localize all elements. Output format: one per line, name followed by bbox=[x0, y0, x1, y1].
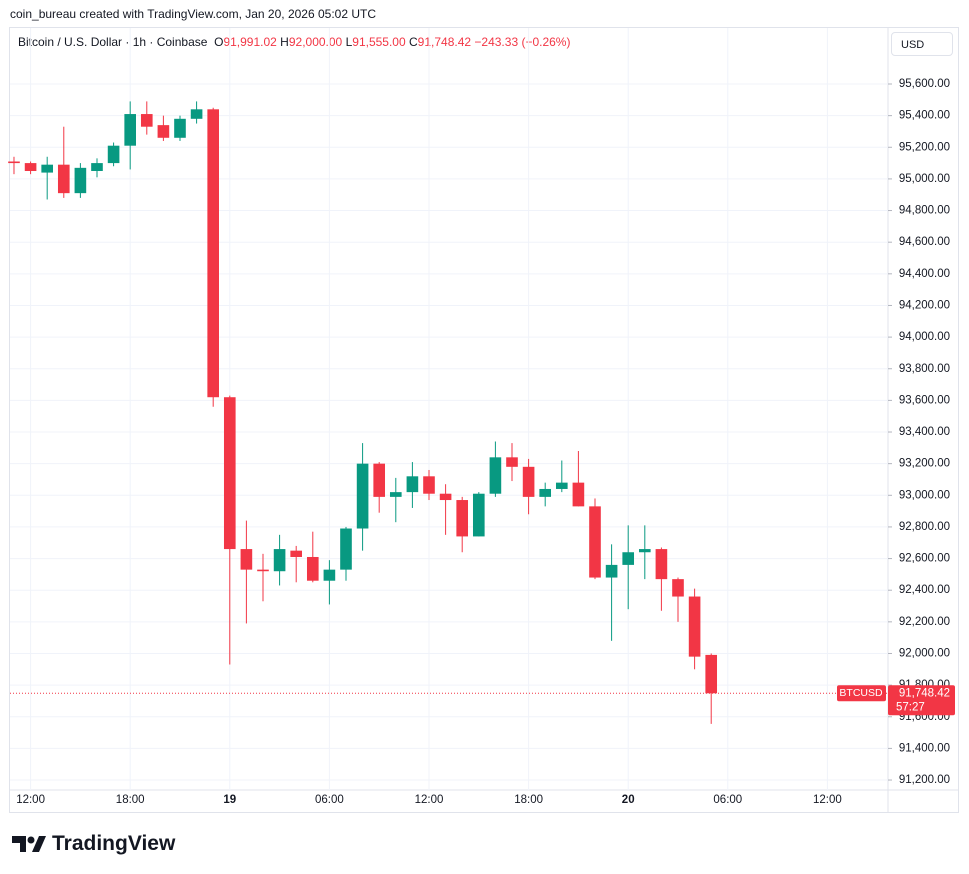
y-tick-label: 95,600.00 bbox=[899, 78, 950, 90]
x-tick-label: 20 bbox=[622, 794, 635, 806]
y-tick-label: 92,600.00 bbox=[899, 553, 950, 565]
currency-button[interactable]: USD bbox=[891, 32, 953, 56]
y-tick-label: 92,000.00 bbox=[899, 648, 950, 660]
candle-body bbox=[356, 463, 369, 529]
ticker-tag bbox=[837, 685, 886, 702]
x-tick-label: 12:00 bbox=[415, 794, 444, 806]
x-tick-label: 19 bbox=[223, 794, 236, 806]
candle-body bbox=[423, 476, 435, 494]
candle-body bbox=[8, 161, 20, 164]
y-tick-label: 95,400.00 bbox=[899, 110, 950, 122]
price-tag bbox=[888, 685, 955, 716]
c-label: C bbox=[409, 35, 418, 49]
y-tick-label: 94,800.00 bbox=[899, 205, 950, 217]
candle-body bbox=[605, 564, 618, 578]
candle-body bbox=[174, 118, 186, 138]
logo: TradingView bbox=[12, 832, 175, 856]
candle-body bbox=[389, 492, 402, 497]
candle-body bbox=[190, 109, 203, 119]
y-tick-label: 93,600.00 bbox=[899, 394, 950, 406]
candle-body bbox=[672, 579, 684, 597]
candle-body bbox=[522, 466, 535, 497]
y-tick-label: 94,200.00 bbox=[899, 299, 950, 311]
candle-body bbox=[124, 114, 136, 146]
x-tick-label: 12:00 bbox=[813, 794, 842, 806]
candle-body bbox=[705, 654, 718, 694]
c-value: 91,748.42 bbox=[417, 35, 472, 49]
candle-body bbox=[555, 482, 568, 489]
l-value: 91,555.00 bbox=[352, 35, 406, 49]
candle-body bbox=[74, 167, 87, 194]
ticker-label: BTCUSD bbox=[839, 687, 883, 699]
candle-body bbox=[207, 109, 220, 398]
candle-body bbox=[439, 493, 452, 501]
o-value: 91,991.02 bbox=[223, 35, 277, 49]
candle-body bbox=[655, 549, 668, 580]
candle-body bbox=[290, 550, 303, 557]
candle-body bbox=[688, 596, 701, 657]
x-tick-label: 18:00 bbox=[116, 794, 145, 806]
l-label: L bbox=[345, 35, 353, 49]
candle-body bbox=[638, 549, 651, 553]
y-tick-label: 94,600.00 bbox=[899, 236, 950, 248]
symbol: Bitcoin / U.S. Dollar · 1h · Coinbase bbox=[18, 35, 208, 49]
candle-body bbox=[572, 482, 585, 507]
x-tick-label: 06:00 bbox=[713, 794, 742, 806]
logo-icon bbox=[12, 836, 46, 852]
y-tick-label: 94,000.00 bbox=[899, 331, 950, 343]
candle-body bbox=[539, 488, 552, 497]
candle-body bbox=[107, 145, 120, 164]
candle-body bbox=[24, 163, 37, 172]
price-tag-value: 91,748.42 bbox=[899, 687, 950, 699]
candle-body bbox=[506, 457, 518, 467]
y-tick-label: 92,800.00 bbox=[899, 521, 950, 533]
candle-body bbox=[273, 549, 286, 572]
candle-body bbox=[41, 164, 53, 173]
candle-body bbox=[91, 163, 103, 172]
y-tick-label: 91,200.00 bbox=[899, 774, 950, 786]
candle-body bbox=[406, 476, 419, 493]
h-value: 92,000.00 bbox=[288, 35, 343, 49]
candle-body bbox=[240, 549, 253, 570]
candle-body bbox=[589, 506, 601, 578]
y-tick-label: 93,800.00 bbox=[899, 363, 950, 375]
candle-body bbox=[456, 500, 469, 537]
o-label: O bbox=[214, 35, 224, 49]
y-tick-label: 92,400.00 bbox=[899, 584, 950, 596]
logo-text: TradingView bbox=[52, 832, 176, 855]
candle-body bbox=[323, 569, 336, 581]
candle-body bbox=[157, 125, 170, 138]
y-tick-label: 93,000.00 bbox=[899, 489, 950, 501]
x-tick-label: 06:00 bbox=[315, 794, 344, 806]
x-tick-label: 18:00 bbox=[514, 794, 543, 806]
y-tick-label: 94,400.00 bbox=[899, 268, 950, 280]
x-tick-label: 12:00 bbox=[16, 794, 45, 806]
candle-body bbox=[306, 556, 319, 581]
candle-body bbox=[340, 528, 352, 570]
candle-body bbox=[223, 397, 236, 550]
price-tag-countdown: 57:27 bbox=[896, 701, 925, 713]
y-tick-label: 95,000.00 bbox=[899, 173, 950, 185]
candle-body bbox=[57, 164, 70, 194]
candle-body bbox=[257, 569, 269, 572]
candle-body bbox=[373, 463, 386, 497]
y-tick-label: 95,200.00 bbox=[899, 141, 950, 153]
h-label: H bbox=[280, 35, 289, 49]
y-tick-label: 93,400.00 bbox=[899, 426, 950, 438]
y-tick-label: 91,400.00 bbox=[899, 742, 950, 754]
change: −243.33 (−0.26%) bbox=[474, 35, 571, 49]
y-tick-label: 92,200.00 bbox=[899, 616, 950, 628]
candle-body bbox=[489, 457, 502, 494]
frame bbox=[9, 27, 959, 813]
candle-body bbox=[622, 552, 635, 565]
candle-body bbox=[472, 493, 485, 537]
candle-body bbox=[140, 114, 153, 127]
y-tick-label: 93,200.00 bbox=[899, 458, 950, 470]
credit: coin_bureau created with TradingView.com… bbox=[10, 7, 376, 21]
